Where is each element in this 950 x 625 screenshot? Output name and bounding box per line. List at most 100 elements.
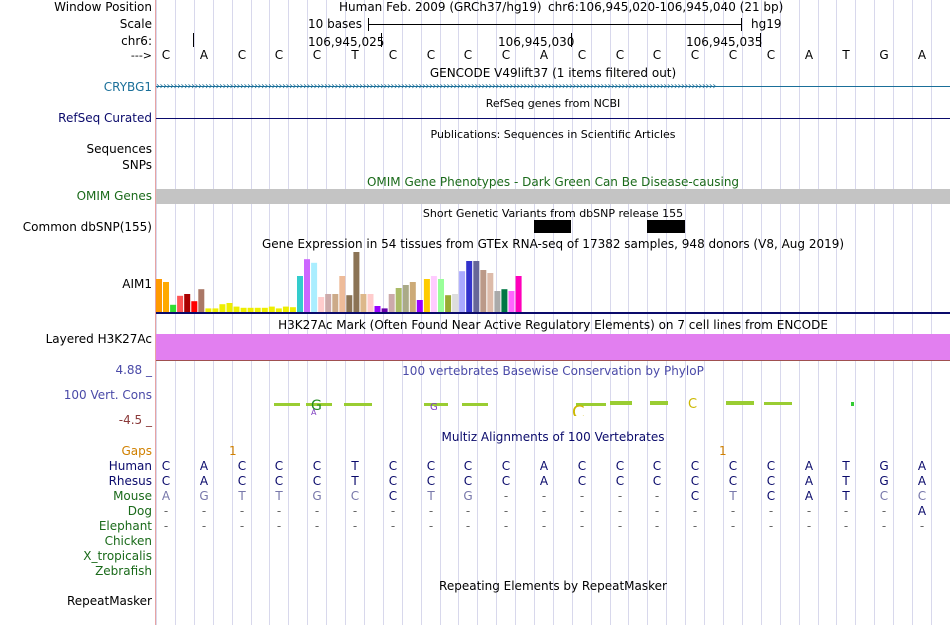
gtex-bar[interactable] — [381, 308, 388, 312]
gtex-bar[interactable] — [282, 306, 289, 312]
gtex-bar[interactable] — [226, 303, 233, 312]
phylop-track-title[interactable]: 100 vertebrates Basewise Conservation by… — [402, 364, 704, 378]
gtex-bar[interactable] — [240, 307, 247, 312]
gtex-bar[interactable] — [325, 294, 332, 312]
gtex-bar[interactable] — [339, 276, 346, 312]
gtex-bar[interactable] — [191, 301, 198, 312]
alignment-base-rhesus: A — [917, 474, 927, 488]
h3k27ac-signal[interactable] — [156, 334, 950, 360]
gtex-bar[interactable] — [494, 291, 501, 312]
scale-bar — [368, 24, 742, 25]
gtex-bar[interactable] — [170, 304, 177, 312]
alignment-base-dog: - — [465, 504, 471, 518]
gtex-bar[interactable] — [360, 294, 367, 312]
alignment-base-human: C — [237, 459, 247, 473]
scale-label: Scale — [119, 17, 152, 31]
dbsnp-track-title[interactable]: Short Genetic Variants from dbSNP releas… — [422, 207, 684, 220]
gtex-bar-chart[interactable] — [156, 252, 950, 316]
gtex-bar[interactable] — [508, 291, 515, 312]
gtex-bar[interactable] — [515, 276, 522, 312]
gtex-bar[interactable] — [374, 306, 381, 312]
dbsnp-label[interactable]: Common dbSNP(155) — [22, 220, 152, 234]
gtex-bar[interactable] — [275, 308, 282, 312]
gtex-bar[interactable] — [219, 304, 226, 312]
snp-variant[interactable] — [647, 220, 685, 233]
omim-track-title[interactable]: OMIM Gene Phenotypes - Dark Green Can Be… — [366, 175, 740, 189]
repeatmasker-label[interactable]: RepeatMasker — [66, 594, 152, 608]
crybg1-label[interactable]: CRYBG1 — [103, 80, 152, 94]
gtex-bar[interactable] — [198, 289, 205, 312]
gtex-bar[interactable] — [212, 308, 219, 312]
refseq-gene-line[interactable] — [156, 118, 950, 119]
gtex-bar[interactable] — [184, 294, 191, 312]
gtex-bar[interactable] — [297, 276, 303, 312]
repeatmasker-track-title[interactable]: Repeating Elements by RepeatMasker — [439, 579, 667, 593]
h3k27ac-label[interactable]: Layered H3K27Ac — [45, 332, 152, 346]
gtex-bar[interactable] — [268, 306, 275, 312]
sequences-label[interactable]: Sequences — [86, 142, 152, 156]
gtex-bar[interactable] — [388, 294, 395, 312]
gtex-bar[interactable] — [501, 289, 508, 312]
gtex-bar[interactable] — [480, 270, 487, 312]
snp-variant[interactable] — [534, 220, 571, 233]
cons-label[interactable]: 100 Vert. Cons — [63, 388, 152, 402]
alignment-base-dog: - — [579, 504, 585, 518]
phylop-logo[interactable]: G A C C G — [156, 392, 950, 416]
refseq-label[interactable]: RefSeq Curated — [58, 111, 152, 125]
publications-track-title[interactable]: Publications: Sequences in Scientific Ar… — [430, 128, 676, 141]
track-canvas[interactable]: Human Feb. 2009 (GRCh37/hg19) chr6:106,9… — [156, 0, 950, 625]
gtex-bar[interactable] — [487, 273, 494, 312]
gtex-bar[interactable] — [438, 279, 444, 312]
gtex-bar[interactable] — [430, 276, 437, 312]
gtex-track-title[interactable]: Gene Expression in 54 tissues from GTEx … — [261, 237, 845, 251]
gtex-bar[interactable] — [304, 259, 310, 312]
refseq-track-title[interactable]: RefSeq genes from NCBI — [485, 97, 621, 110]
gtex-bar[interactable] — [289, 307, 296, 312]
alignment-base-mouse: C — [917, 489, 927, 503]
gtex-bar[interactable] — [247, 307, 254, 312]
gtex-bar[interactable] — [353, 252, 360, 312]
gtex-bar[interactable] — [346, 295, 353, 312]
gtex-bar[interactable] — [254, 307, 261, 312]
alignment-base-rhesus: C — [312, 474, 322, 488]
h3k27ac-track-title[interactable]: H3K27Ac Mark (Often Found Near Active Re… — [278, 318, 828, 332]
tick-mark — [571, 33, 572, 47]
crybg1-gene-feature[interactable]: ››››››››››››››››››››››››››››››››››››››››… — [156, 80, 950, 93]
multiz-track-title[interactable]: Multiz Alignments of 100 Vertebrates — [441, 430, 665, 444]
snps-label[interactable]: SNPs — [122, 158, 152, 172]
gtex-bar[interactable] — [445, 295, 452, 312]
gencode-track-title[interactable]: GENCODE V49lift37 (1 items filtered out) — [429, 66, 677, 80]
reference-base: C — [237, 48, 247, 62]
gtex-bar[interactable] — [261, 307, 268, 312]
svg-text:C: C — [572, 402, 585, 416]
omim-gene-bar[interactable] — [156, 189, 950, 204]
gtex-bar[interactable] — [459, 271, 466, 312]
gtex-bar[interactable] — [466, 261, 473, 312]
gtex-bar[interactable] — [473, 261, 480, 312]
species-xtropicalis: X_tropicalis — [83, 549, 152, 563]
gtex-bar[interactable] — [318, 297, 325, 312]
alignment-base-mouse: - — [654, 489, 660, 503]
gtex-bar[interactable] — [416, 300, 423, 312]
omim-label[interactable]: OMIM Genes — [76, 189, 152, 203]
gtex-bar[interactable] — [332, 294, 339, 312]
alignment-base-elephant: - — [692, 519, 698, 533]
gtex-bar[interactable] — [367, 294, 374, 312]
alignment-base-dog: - — [428, 504, 434, 518]
species-rhesus: Rhesus — [108, 474, 152, 488]
alignment-base-human: A — [804, 459, 814, 473]
gtex-bar[interactable] — [402, 285, 409, 312]
gtex-bar[interactable] — [156, 279, 162, 312]
gtex-bar[interactable] — [452, 294, 459, 312]
gtex-bar[interactable] — [163, 282, 169, 312]
gtex-bar[interactable] — [395, 288, 402, 312]
alignment-base-human: C — [463, 459, 473, 473]
gtex-bar[interactable] — [177, 295, 184, 312]
gtex-bar[interactable] — [205, 308, 212, 312]
gtex-bar[interactable] — [409, 282, 416, 312]
aim1-label[interactable]: AIM1 — [122, 277, 152, 291]
gtex-bar[interactable] — [311, 262, 318, 312]
gtex-bar[interactable] — [423, 279, 430, 312]
gtex-bar[interactable] — [233, 306, 240, 312]
alignment-base-human: C — [577, 459, 587, 473]
